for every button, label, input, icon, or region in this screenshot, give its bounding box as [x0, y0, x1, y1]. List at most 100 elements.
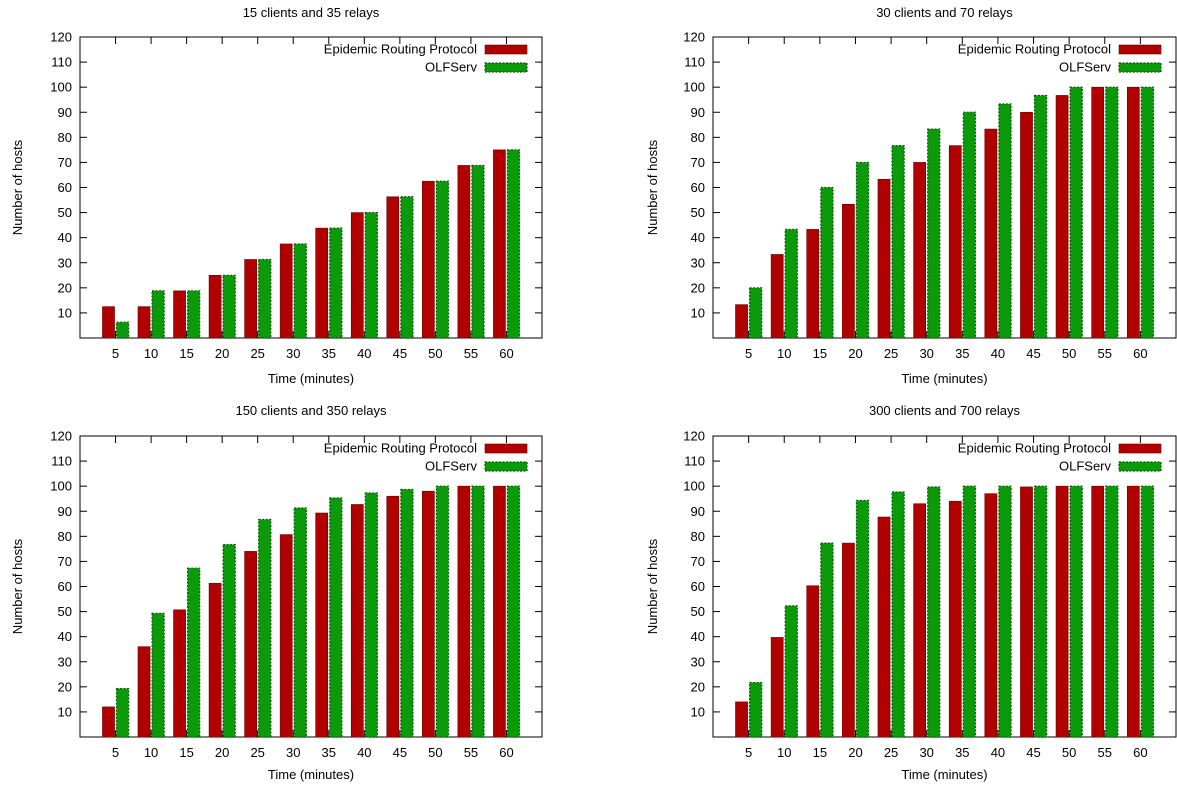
bar-olfserv-35: [962, 485, 977, 738]
legend-swatch-olfserv: [1118, 461, 1162, 472]
x-tick-label: 10: [777, 745, 791, 760]
bar-epidemic-35: [948, 500, 962, 738]
bar-olfserv-60: [1140, 485, 1155, 738]
y-axis-label: Number of hosts: [645, 538, 660, 634]
bar-epidemic-30: [279, 243, 293, 339]
x-tick-label: 50: [428, 745, 442, 760]
bar-epidemic-50: [1055, 95, 1069, 339]
bar-epidemic-45: [386, 495, 400, 738]
bar-olfserv-55: [1105, 485, 1119, 738]
bar-epidemic-25: [877, 516, 891, 738]
bar-epidemic-55: [457, 485, 471, 738]
bar-epidemic-60: [1126, 86, 1140, 339]
legend-label: OLFServ: [1059, 60, 1112, 75]
x-tick-label: 25: [250, 346, 264, 361]
y-tick-label: 110: [51, 454, 72, 469]
x-tick-label: 5: [745, 346, 752, 361]
bar-epidemic-15: [173, 609, 186, 738]
chart-panel-2: 30 clients and 70 relays 10 20 30 40 50 60 70 80…: [645, 5, 1177, 386]
y-axis-label: Number of hosts: [645, 139, 660, 235]
chart-panel-3: 150 clients and 350 relays 10 20 30 40 50 60 70…: [10, 403, 543, 782]
bar-olfserv-45: [1033, 485, 1048, 738]
y-tick-label: 90: [691, 504, 705, 519]
y-tick-label: 90: [58, 504, 72, 519]
x-tick-label: 10: [777, 346, 791, 361]
y-tick-label: 100: [50, 80, 72, 95]
x-tick-label: 40: [991, 346, 1005, 361]
bar-olfserv-25: [258, 258, 272, 339]
y-tick-label: 90: [58, 105, 72, 120]
bar-olfserv-15: [820, 186, 834, 339]
x-tick-label: 15: [813, 745, 827, 760]
bar-epidemic-5: [102, 306, 115, 339]
bar-epidemic-55: [1091, 86, 1105, 339]
x-tick-label: 15: [179, 745, 193, 760]
y-tick-label: 30: [691, 654, 705, 669]
bar-epidemic-20: [208, 274, 222, 339]
y-tick-label: 100: [683, 479, 705, 494]
bar-epidemic-30: [279, 534, 293, 738]
bar-olfserv-55: [1105, 86, 1119, 339]
y-tick-label: 60: [58, 180, 72, 195]
chart-title: 150 clients and 350 relays: [235, 403, 387, 418]
y-tick-label: 40: [58, 629, 72, 644]
bar-epidemic-5: [102, 706, 115, 738]
y-tick-label: 40: [691, 230, 705, 245]
y-tick-label: 50: [58, 604, 72, 619]
bar-olfserv-45: [400, 488, 414, 738]
y-tick-label: 50: [691, 604, 705, 619]
y-tick-label: 120: [50, 30, 72, 45]
bar-epidemic-45: [1020, 486, 1033, 738]
bar-epidemic-60: [1126, 485, 1140, 738]
bar-olfserv-20: [855, 161, 870, 339]
bar-olfserv-35: [329, 497, 343, 738]
y-tick-label: 10: [58, 305, 72, 320]
y-tick-label: 10: [58, 704, 72, 719]
bar-olfserv-60: [506, 149, 521, 339]
bar-olfserv-30: [927, 486, 941, 738]
x-tick-label: 5: [112, 346, 119, 361]
x-tick-label: 50: [1062, 346, 1076, 361]
bar-epidemic-55: [1091, 485, 1105, 738]
bar-olfserv-15: [187, 567, 201, 738]
bar-olfserv-50: [1069, 86, 1083, 339]
bar-epidemic-35: [948, 145, 962, 339]
x-axis-label: Time (minutes): [901, 767, 987, 782]
legend-label: OLFServ: [1059, 459, 1112, 474]
x-tick-label: 20: [215, 346, 229, 361]
x-tick-label: 25: [884, 346, 898, 361]
legend-label: OLFServ: [425, 459, 478, 474]
x-tick-label: 50: [428, 346, 442, 361]
bar-olfserv-10: [784, 228, 798, 339]
x-tick-label: 5: [745, 745, 752, 760]
legend-label: Epidemic Routing Protocol: [958, 42, 1111, 57]
x-tick-label: 10: [144, 745, 158, 760]
bar-olfserv-10: [784, 605, 798, 738]
y-tick-label: 50: [58, 205, 72, 220]
y-tick-label: 10: [691, 305, 705, 320]
legend-swatch-olfserv: [484, 461, 528, 472]
y-tick-label: 80: [58, 130, 72, 145]
x-tick-label: 45: [393, 745, 407, 760]
y-tick-label: 30: [58, 255, 72, 270]
bar-olfserv-5: [115, 687, 130, 738]
bar-olfserv-35: [962, 111, 977, 339]
y-tick-label: 100: [683, 80, 705, 95]
y-tick-label: 90: [691, 105, 705, 120]
legend-swatch-epidemic: [484, 443, 528, 454]
x-tick-label: 60: [1133, 346, 1147, 361]
x-axis-label: Time (minutes): [268, 767, 354, 782]
bar-epidemic-50: [1055, 485, 1069, 738]
x-tick-label: 25: [250, 745, 264, 760]
bar-epidemic-20: [842, 204, 855, 339]
x-tick-label: 35: [955, 346, 969, 361]
x-tick-label: 5: [112, 745, 119, 760]
bar-epidemic-15: [173, 290, 186, 339]
x-tick-label: 15: [179, 346, 193, 361]
x-tick-label: 30: [286, 745, 300, 760]
y-tick-label: 20: [691, 280, 705, 295]
x-tick-label: 35: [955, 745, 969, 760]
x-tick-label: 15: [813, 346, 827, 361]
bar-epidemic-40: [350, 212, 364, 339]
x-tick-label: 45: [393, 346, 407, 361]
